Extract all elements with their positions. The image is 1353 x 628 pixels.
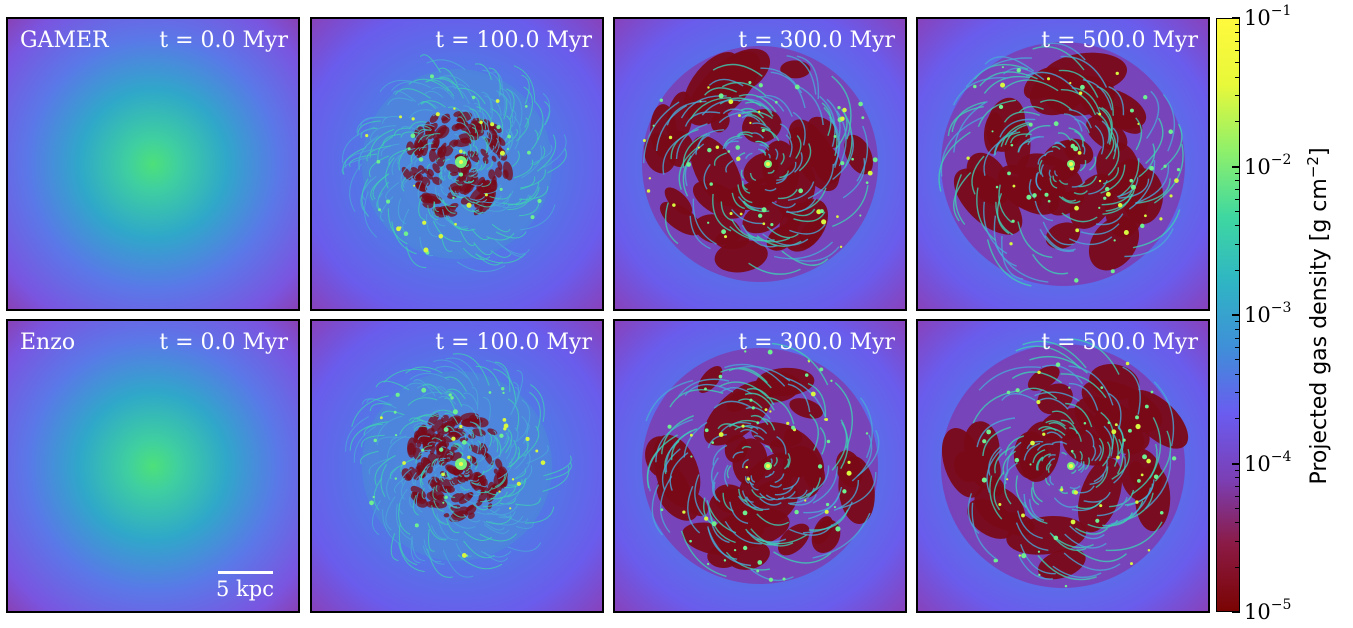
time-label: t = 0.0 Myr [159, 330, 288, 355]
colorbar-tick-label: 10−5 [1244, 597, 1292, 624]
colorbar-title: Projected gas density [g cm−2] [1303, 147, 1333, 485]
colorbar-minor-tick [1235, 210, 1240, 212]
colorbar-minor-tick [1235, 337, 1240, 339]
colorbar-minor-tick [1235, 198, 1240, 200]
colorbar-minor-tick [1235, 40, 1240, 42]
colorbar-minor-tick [1235, 469, 1240, 471]
colorbar-minor-tick [1235, 507, 1240, 509]
colorbar-minor-tick [1235, 76, 1240, 78]
time-label: t = 100.0 Myr [435, 330, 592, 355]
colorbar-minor-tick [1235, 566, 1240, 568]
density-map [615, 321, 905, 611]
colorbar-minor-tick [1235, 31, 1240, 33]
colorbar-major-tick [1232, 17, 1240, 19]
colorbar-major-tick [1232, 165, 1240, 168]
time-label: t = 0.0 Myr [159, 28, 288, 53]
colorbar-minor-tick [1235, 477, 1240, 479]
code-label: GAMER [20, 28, 109, 53]
density-map [8, 19, 298, 309]
panel-enzo-t500: t = 500.0 Myr [916, 319, 1210, 613]
scale-bar [218, 571, 273, 574]
colorbar-minor-tick [1235, 328, 1240, 330]
colorbar-minor-tick [1235, 50, 1240, 52]
colorbar-minor-tick [1235, 486, 1240, 487]
colorbar-major-tick [1232, 611, 1240, 613]
time-label: t = 300.0 Myr [738, 330, 895, 355]
colorbar-minor-tick [1235, 418, 1240, 420]
density-map [615, 19, 905, 309]
panel-enzo-t0: Enzo t = 0.0 Myr 5 kpc [6, 319, 300, 613]
panel-gamer-t0: GAMER t = 0.0 Myr [6, 17, 300, 311]
colorbar-minor-tick [1235, 24, 1240, 26]
density-map [918, 321, 1208, 611]
colorbar-minor-tick [1235, 392, 1240, 394]
colorbar-minor-tick [1235, 321, 1240, 323]
colorbar-minor-tick [1235, 180, 1240, 182]
colorbar-minor-tick [1235, 540, 1240, 542]
colorbar-minor-tick [1235, 269, 1240, 271]
colorbar-minor-tick [1235, 225, 1240, 227]
colorbar-tick-label: 10−3 [1244, 300, 1292, 327]
colorbar-minor-tick [1235, 172, 1240, 174]
colorbar-major-tick [1232, 462, 1240, 465]
scale-bar-label: 5 kpc [216, 577, 274, 601]
panel-enzo-t100: t = 100.0 Myr [310, 319, 604, 613]
colorbar-minor-tick [1235, 189, 1240, 190]
panel-gamer-t100: t = 100.0 Myr [310, 17, 604, 311]
time-label: t = 500.0 Myr [1041, 28, 1198, 53]
colorbar-minor-tick [1235, 522, 1240, 524]
time-label: t = 100.0 Myr [435, 28, 592, 53]
density-map [312, 19, 602, 309]
density-map [918, 19, 1208, 309]
colorbar-tick-label: 10−2 [1244, 151, 1292, 179]
code-label: Enzo [20, 330, 76, 355]
panel-enzo-t300: t = 300.0 Myr [613, 319, 907, 613]
colorbar-minor-tick [1235, 373, 1240, 375]
time-label: t = 500.0 Myr [1041, 330, 1198, 355]
time-label: t = 300.0 Myr [738, 28, 895, 53]
colorbar-tick-label: 10−4 [1244, 448, 1292, 476]
colorbar-minor-tick [1235, 359, 1240, 361]
density-map [312, 321, 602, 611]
colorbar-minor-tick [1235, 95, 1240, 97]
colorbar-minor-tick [1235, 243, 1240, 245]
colorbar-major-tick [1232, 314, 1240, 316]
colorbar-tick-label: 10−1 [1244, 3, 1292, 30]
panel-gamer-t300: t = 300.0 Myr [613, 17, 907, 311]
panel-gamer-t500: t = 500.0 Myr [916, 17, 1210, 311]
colorbar-minor-tick [1235, 121, 1240, 123]
density-map [8, 321, 298, 611]
colorbar-minor-tick [1235, 62, 1240, 64]
colorbar-minor-tick [1235, 347, 1240, 349]
colorbar-minor-tick [1235, 495, 1240, 497]
